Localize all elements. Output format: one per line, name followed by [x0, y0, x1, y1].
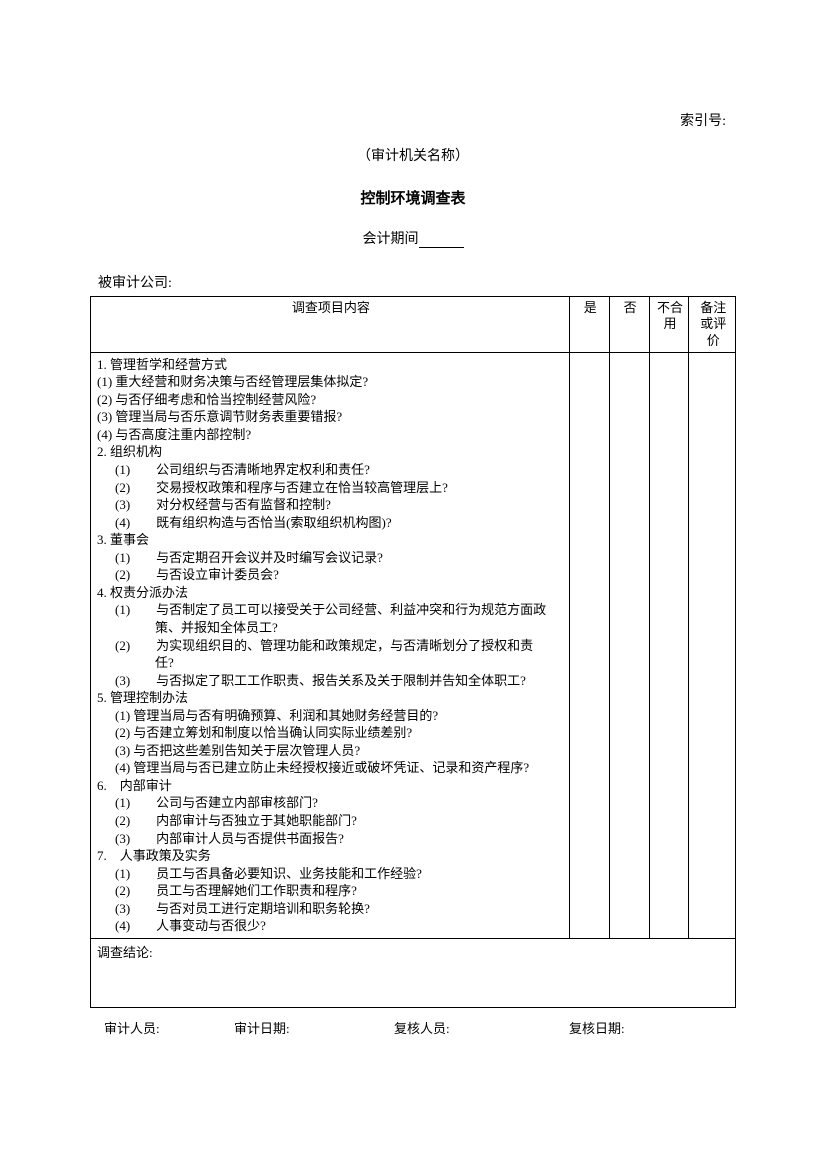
page-title: 控制环境调查表 — [90, 187, 736, 208]
content-line: (3) 管理当局与否乐意调节财务表重要错报? — [97, 408, 565, 426]
content-line: (2) 与否建立筹划和制度以恰当确认同实际业绩差别? — [97, 724, 565, 742]
content-line: (1) 重大经营和财务决策与否经管理层集体拟定? — [97, 373, 565, 391]
no-cell — [609, 352, 649, 938]
content-line: (1) 管理当局与否有明确预算、利润和其她财务经营目的? — [97, 707, 565, 725]
table-header-row: 调查项目内容 是 否 不合用 备注或评价 — [91, 297, 736, 353]
content-line: (3) 内部审计人员与否提供书面报告? — [97, 830, 565, 848]
content-line: (1) 与否定期召开会议并及时编写会议记录? — [97, 549, 565, 567]
content-line: (1) 公司组织与否清晰地界定权利和责任? — [97, 461, 565, 479]
footer-row: 审计人员: 审计日期: 复核人员: 复核日期: — [90, 1018, 736, 1037]
content-line: 3. 董事会 — [97, 531, 565, 549]
content-line: 任? — [97, 654, 565, 672]
content-line: (2) 员工与否理解她们工作职责和程序? — [97, 882, 565, 900]
audited-company-label: 被审计公司: — [98, 272, 736, 292]
content-line: (2) 内部审计与否独立于其她职能部门? — [97, 812, 565, 830]
content-line: 5. 管理控制办法 — [97, 689, 565, 707]
yes-cell — [569, 352, 609, 938]
footer-audit-date: 审计日期: — [234, 1018, 394, 1037]
content-line: (3) 与否把这些差别告知关于层次管理人员? — [97, 742, 565, 760]
content-line: (2) 与否仔细考虑和恰当控制经营风险? — [97, 391, 565, 409]
content-cell: 1. 管理哲学和经营方式(1) 重大经营和财务决策与否经管理层集体拟定?(2) … — [91, 352, 570, 938]
content-line: (3) 与否对员工进行定期培训和职务轮换? — [97, 900, 565, 918]
th-no: 否 — [609, 297, 649, 353]
th-yes: 是 — [569, 297, 609, 353]
footer-auditor: 审计人员: — [104, 1018, 234, 1037]
content-line: (1) 公司与否建立内部审核部门? — [97, 794, 565, 812]
th-na: 不合用 — [649, 297, 689, 353]
th-remark: 备注或评价 — [689, 297, 736, 353]
footer-review-date: 复核日期: — [569, 1018, 625, 1037]
org-name: （审计机关名称） — [90, 145, 736, 165]
th-content: 调查项目内容 — [91, 297, 570, 353]
content-line: (4) 管理当局与否已建立防止未经授权接近或破坏凭证、记录和资产程序? — [97, 759, 565, 777]
na-cell — [649, 352, 689, 938]
content-line: (2) 与否设立审计委员会? — [97, 566, 565, 584]
table-body-row: 1. 管理哲学和经营方式(1) 重大经营和财务决策与否经管理层集体拟定?(2) … — [91, 352, 736, 938]
accounting-period: 会计期间 — [90, 228, 736, 248]
content-line: (4) 人事变动与否很少? — [97, 917, 565, 935]
content-line: 2. 组织机构 — [97, 443, 565, 461]
content-line: 策、并报知全体员工? — [97, 619, 565, 637]
content-line: (3) 对分权经营与否有监督和控制? — [97, 496, 565, 514]
content-line: (4) 既有组织构造与否恰当(索取组织机构图)? — [97, 514, 565, 532]
content-line: 4. 权责分派办法 — [97, 584, 565, 602]
survey-table: 调查项目内容 是 否 不合用 备注或评价 1. 管理哲学和经营方式(1) 重大经… — [90, 296, 736, 1008]
content-line: 7. 人事政策及实务 — [97, 847, 565, 865]
content-line: (4) 与否高度注重内部控制? — [97, 426, 565, 444]
content-line: (1) 员工与否具备必要知识、业务技能和工作经验? — [97, 865, 565, 883]
period-label: 会计期间 — [363, 232, 419, 247]
index-label: 索引号: — [680, 110, 726, 130]
footer-reviewer: 复核人员: — [394, 1018, 569, 1037]
content-line: (2) 交易授权政策和程序与否建立在恰当较高管理层上? — [97, 479, 565, 497]
content-line: 6. 内部审计 — [97, 777, 565, 795]
remark-cell — [689, 352, 736, 938]
content-line: (2) 为实现组织目的、管理功能和政策规定，与否清晰划分了授权和责 — [97, 637, 565, 655]
conclusion-cell: 调查结论: — [91, 938, 736, 1007]
period-blank-line — [419, 233, 464, 248]
content-line: (1) 与否制定了员工可以接受关于公司经营、利益冲突和行为规范方面政 — [97, 601, 565, 619]
conclusion-row: 调查结论: — [91, 938, 736, 1007]
content-line: (3) 与否拟定了职工工作职责、报告关系及关于限制并告知全体职工? — [97, 672, 565, 690]
content-line: 1. 管理哲学和经营方式 — [97, 356, 565, 374]
